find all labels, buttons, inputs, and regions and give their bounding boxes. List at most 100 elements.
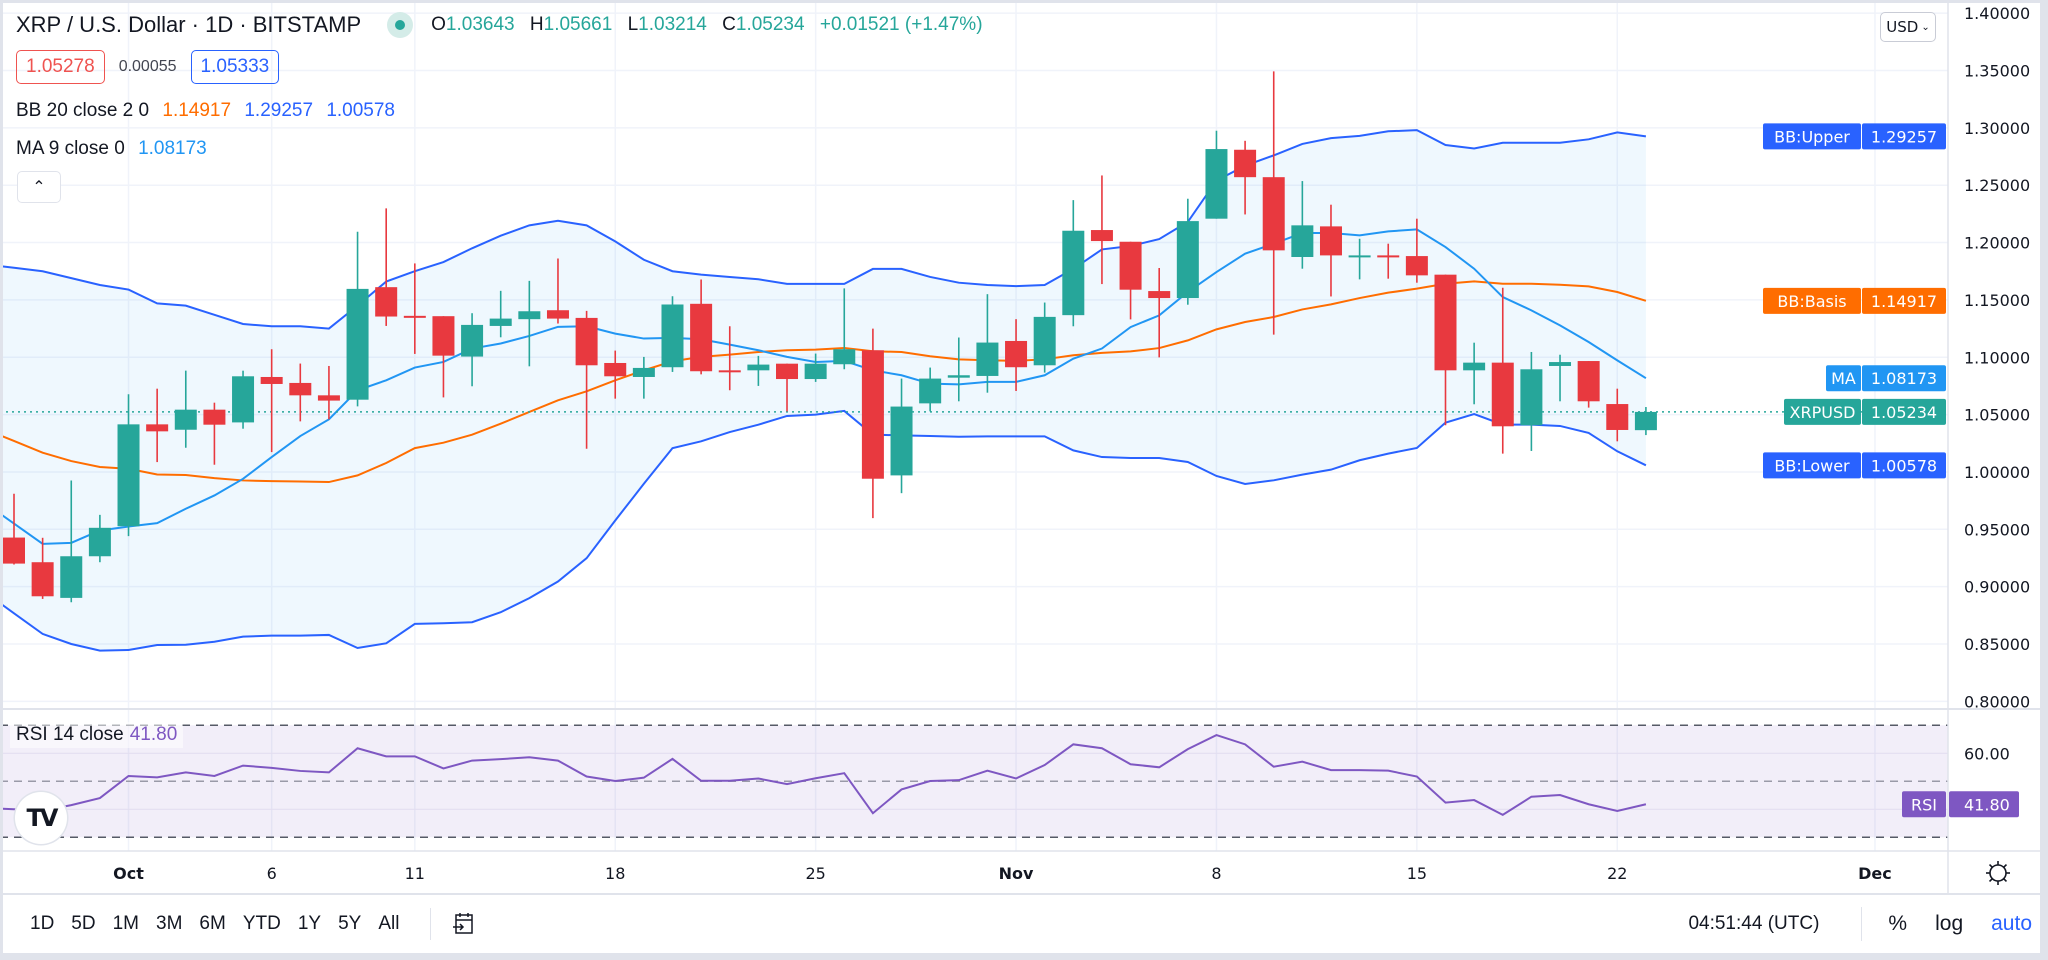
- price-label-rsi: RSI 41.80: [1902, 791, 2019, 818]
- candle: [890, 378, 913, 494]
- candle: [1262, 71, 1285, 335]
- candle-body: [632, 367, 655, 377]
- currency-select[interactable]: USD ⌄: [1880, 12, 1936, 42]
- range-button-1d[interactable]: 1D: [30, 912, 55, 934]
- candle: [1090, 175, 1113, 285]
- range-button-1y[interactable]: 1Y: [297, 912, 322, 934]
- range-buttons: 1D 5D 1M 3M 6M YTD 1Y 5Y All: [16, 909, 402, 939]
- candle: [776, 363, 799, 412]
- price-label-bb-lower: BB:Lower 1.00578: [1763, 452, 1946, 479]
- calendar-goto-icon[interactable]: [451, 911, 477, 937]
- bottom-toolbar: 1D 5D 1M 3M 6M YTD 1Y 5Y All 04:51:44 (UTC) % lo…: [0, 894, 2040, 953]
- gear-tooth: [2003, 863, 2008, 868]
- timezone-clock[interactable]: 04:51:44 (UTC): [1688, 912, 1820, 934]
- candle-body: [260, 376, 283, 384]
- candle-body: [31, 562, 54, 597]
- candle-body: [1634, 411, 1657, 431]
- candle: [861, 328, 884, 519]
- sell-price-button[interactable]: 1.05278: [16, 50, 105, 84]
- symbol-title[interactable]: XRP / U.S. Dollar · 1D · BITSTAMP: [16, 12, 362, 37]
- grid: [0, 0, 1948, 851]
- collapse-legend-button[interactable]: ⌃: [17, 171, 61, 203]
- log-scale-toggle[interactable]: log: [1935, 911, 1964, 935]
- time-axis-label: 22: [1607, 864, 1627, 883]
- rsi-legend[interactable]: RSI 14 close 41.80: [10, 722, 184, 748]
- candle-body: [461, 324, 484, 357]
- range-button-3m[interactable]: 3M: [156, 912, 183, 934]
- candle-body: [1262, 177, 1285, 251]
- range-button-5d[interactable]: 5D: [71, 912, 96, 934]
- price-label-value-box: [1862, 398, 1946, 425]
- candle-body: [1234, 149, 1257, 178]
- range-button-5y[interactable]: 5Y: [338, 912, 362, 934]
- bb-lower-line: [0, 409, 1647, 652]
- ohlc-values: O1.03643 H1.05661 L1.03214 C1.05234 +0.0…: [431, 14, 992, 36]
- candle-body: [1577, 361, 1600, 402]
- ma-label: MA 9 close 0: [16, 138, 125, 159]
- candle-body: [518, 311, 541, 320]
- auto-scale-toggle[interactable]: auto: [1991, 911, 2032, 935]
- candle: [31, 537, 54, 599]
- candle-body: [1205, 149, 1228, 219]
- price-label-name: BB:Upper: [1774, 127, 1850, 146]
- candle-body: [861, 350, 884, 479]
- candle: [1291, 181, 1314, 269]
- price-label-value: 1.29257: [1871, 127, 1937, 146]
- price-label-tag: [1826, 365, 1861, 392]
- price-label-value: 1.14917: [1871, 292, 1937, 311]
- range-button-6m[interactable]: 6M: [199, 912, 226, 934]
- time-axis-label: Oct: [113, 864, 144, 883]
- candle: [661, 296, 684, 372]
- high-value: 1.05661: [543, 14, 613, 35]
- candle: [174, 370, 197, 448]
- low-label: L: [627, 14, 639, 35]
- price-axis-tick: 0.85000: [1964, 635, 2030, 654]
- candle: [1520, 351, 1543, 451]
- ma-legend[interactable]: MA 9 close 0 1.08173: [16, 138, 215, 160]
- change-value: +0.01521 (+1.47%): [819, 14, 983, 35]
- candle: [1405, 218, 1428, 283]
- candle-body: [1319, 226, 1342, 256]
- candle: [289, 363, 312, 422]
- price-label-value-box: [1862, 452, 1946, 479]
- divider: [1861, 906, 1863, 941]
- time-axis-label: Dec: [1858, 864, 1892, 883]
- candle-body: [1606, 404, 1629, 430]
- frame-bottom: [0, 953, 2048, 960]
- range-button-1m[interactable]: 1M: [112, 912, 139, 934]
- candle-body: [1033, 316, 1056, 366]
- time-axis-label: 25: [805, 864, 825, 883]
- range-button-ytd[interactable]: YTD: [242, 912, 281, 934]
- candle-body: [661, 304, 684, 368]
- price-axis-tick: 1.15000: [1964, 291, 2030, 310]
- price-axis-tick: 1.20000: [1964, 234, 2030, 253]
- candle-body: [1405, 256, 1428, 276]
- bb-legend[interactable]: BB 20 close 2 0 1.14917 1.29257 1.00578: [16, 100, 403, 122]
- candle: [1491, 287, 1514, 454]
- candle-body: [1119, 241, 1142, 290]
- candle-body: [346, 288, 369, 400]
- price-axis-tick: 1.05000: [1964, 406, 2030, 425]
- candle-body: [203, 409, 226, 425]
- range-button-all[interactable]: All: [378, 912, 400, 934]
- candle-body: [1463, 362, 1486, 371]
- candle-body: [1090, 230, 1113, 242]
- candle-body: [718, 370, 741, 373]
- tradingview-logo[interactable]: TV: [15, 792, 67, 844]
- gear-icon[interactable]: [1986, 861, 2010, 885]
- time-axis-label: 11: [405, 864, 425, 883]
- candle-body: [1005, 340, 1028, 368]
- candle: [1377, 243, 1400, 279]
- buy-price-button[interactable]: 1.05333: [190, 50, 280, 84]
- bb-lower-value: 1.00578: [326, 100, 395, 121]
- candle: [546, 258, 569, 324]
- gear-tooth: [2003, 878, 2008, 883]
- divider: [430, 907, 432, 940]
- candle: [1606, 388, 1629, 442]
- percent-scale-toggle[interactable]: %: [1888, 911, 1908, 935]
- candle: [489, 290, 512, 338]
- candle: [919, 367, 942, 412]
- candle-body: [375, 287, 398, 317]
- candle: [632, 356, 655, 399]
